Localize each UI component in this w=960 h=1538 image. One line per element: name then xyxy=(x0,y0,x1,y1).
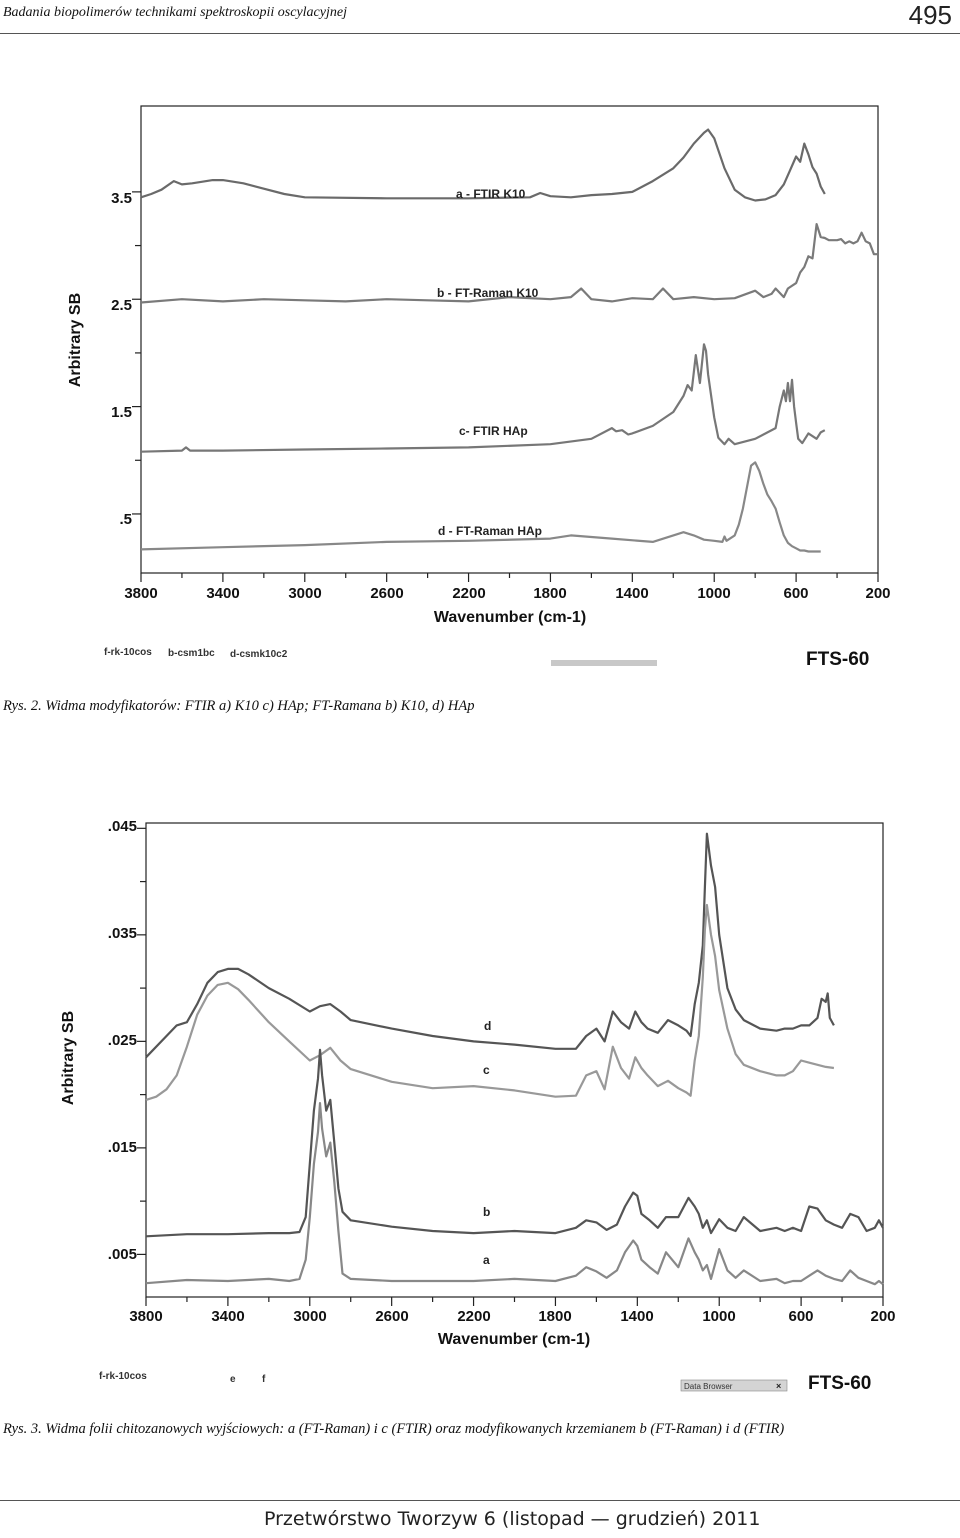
series-lines xyxy=(145,832,884,1286)
series-label-d: d xyxy=(484,1019,491,1033)
x-axis-title: Wavenumber (cm-1) xyxy=(438,1331,590,1348)
series-line-c xyxy=(145,903,835,1101)
x-tick-label: 2600 xyxy=(375,1308,408,1325)
y-tick-label: .035 xyxy=(108,925,137,942)
instrument-label: FTS-60 xyxy=(808,1373,871,1394)
footnote-file: f-rk-10cos xyxy=(99,1371,147,1382)
axis-ticks xyxy=(137,827,884,1306)
instrument-label: FTS-60 xyxy=(806,649,869,670)
x-tick-label: 3400 xyxy=(206,585,239,602)
series-label-b: b - FT-Raman K10 xyxy=(437,286,539,300)
y-tick-label: .015 xyxy=(108,1139,137,1156)
x-tick-label: 3400 xyxy=(211,1308,244,1325)
series-lines xyxy=(140,128,878,553)
y-tick-label: 3.5 xyxy=(111,190,132,207)
y-tick-label: .005 xyxy=(108,1246,137,1263)
plot-frame xyxy=(145,822,884,1298)
x-tick-label: 1400 xyxy=(615,585,648,602)
series-line-b xyxy=(140,223,878,304)
x-tick-label: 1800 xyxy=(533,585,566,602)
x-tick-label: 3800 xyxy=(129,1308,162,1325)
x-tick-label: 1000 xyxy=(702,1308,735,1325)
series-label-c: c xyxy=(483,1063,490,1077)
series-line-b xyxy=(145,1048,884,1238)
data-browser-bar xyxy=(680,1379,788,1392)
series-label-a: a - FTIR K10 xyxy=(456,187,526,201)
series-line-a xyxy=(140,128,826,202)
x-tick-label: 200 xyxy=(870,1308,895,1325)
journal-footer: Przetwórstwo Tworzyw 6 (listopad — grudz… xyxy=(264,1508,761,1530)
footer-rule xyxy=(0,1500,960,1501)
footnote-file: d-csmk10c2 xyxy=(230,649,288,660)
toolbar-fragment xyxy=(551,660,657,666)
series-line-d xyxy=(140,461,821,553)
figure-1-caption: Rys. 2. Widma modyfikatorów: FTIR a) K10… xyxy=(3,698,475,714)
figure-2-caption: Rys. 3. Widma folii chitozanowych wyjści… xyxy=(3,1421,785,1437)
footnote-letter: e xyxy=(230,1374,236,1385)
footnote-file: f-rk-10cos xyxy=(104,647,152,658)
series-line-a xyxy=(145,1102,884,1286)
x-tick-label: 2200 xyxy=(457,1308,490,1325)
y-axis-title: Arbitrary SB xyxy=(67,293,84,387)
x-tick-label: 3000 xyxy=(293,1308,326,1325)
series-label-b: b xyxy=(483,1205,490,1219)
y-axis-title: Arbitrary SB xyxy=(60,1011,77,1105)
x-tick-label: 200 xyxy=(865,585,890,602)
axis-ticks xyxy=(132,191,879,582)
footnote-letter: f xyxy=(262,1374,266,1385)
x-axis-title: Wavenumber (cm-1) xyxy=(434,609,586,626)
figure-1-spectra: 3.5 2.5 1.5 .5 3800 3400 3000 2600 2200 … xyxy=(67,105,891,670)
series-line-d xyxy=(145,832,835,1059)
x-tick-label: 1400 xyxy=(620,1308,653,1325)
y-tick-label: 2.5 xyxy=(111,297,132,314)
x-tick-label: 3000 xyxy=(288,585,321,602)
series-label-d: d - FT-Raman HAp xyxy=(438,524,542,538)
x-tick-label: 2200 xyxy=(452,585,485,602)
y-tick-label: .025 xyxy=(108,1032,137,1049)
x-tick-label: 2600 xyxy=(370,585,403,602)
running-header-title: Badania biopolimerów technikami spektros… xyxy=(3,5,347,20)
series-label-a: a xyxy=(483,1253,490,1267)
x-tick-label: 3800 xyxy=(124,585,157,602)
series-line-c xyxy=(140,343,826,453)
figure-2-spectra: .045 .035 .025 .015 .005 3800 3400 3000 … xyxy=(60,818,896,1394)
page-number: 495 xyxy=(908,0,952,30)
series-label-c: c- FTIR HAp xyxy=(459,424,528,438)
y-tick-label: .5 xyxy=(119,511,132,528)
footnote-file: b-csm1bc xyxy=(168,648,215,659)
close-icon: × xyxy=(776,1381,781,1391)
data-browser-label: Data Browser xyxy=(684,1382,733,1391)
y-tick-label: 1.5 xyxy=(111,404,132,421)
y-tick-label: .045 xyxy=(108,818,137,835)
plot-frame xyxy=(140,105,879,574)
x-tick-label: 600 xyxy=(783,585,808,602)
x-tick-label: 1800 xyxy=(538,1308,571,1325)
x-tick-label: 1000 xyxy=(697,585,730,602)
x-tick-label: 600 xyxy=(788,1308,813,1325)
header-rule xyxy=(0,33,960,34)
